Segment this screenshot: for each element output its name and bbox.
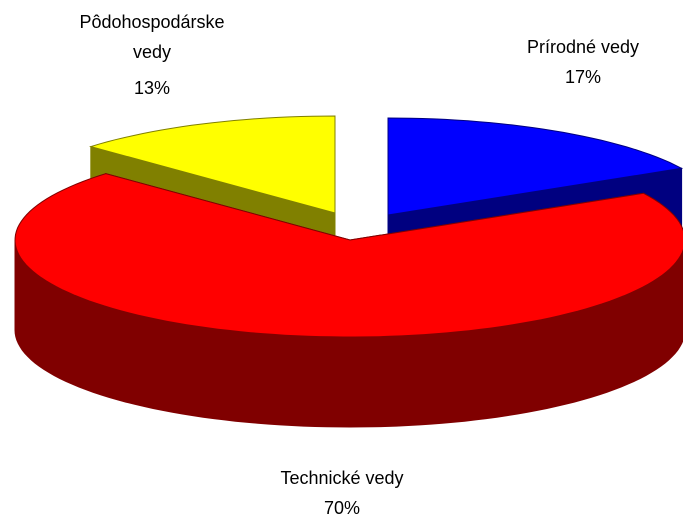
slice-label: Technické vedy 70% [242,463,442,523]
slice-label: Prírodné vedy 17% [483,32,683,92]
slice [387,117,683,216]
slice [88,115,336,214]
value-label: 17% [564,67,602,87]
slice [14,173,683,338]
category-label: Prírodné vedy [526,37,640,57]
category-label: Technické vedy [280,468,404,488]
value-label: 70% [323,498,361,518]
value-label: 13% [133,78,171,98]
category-label: Pôdohospodárske vedy [79,12,225,62]
slice-label: Pôdohospodárske vedy 13% [72,7,232,103]
